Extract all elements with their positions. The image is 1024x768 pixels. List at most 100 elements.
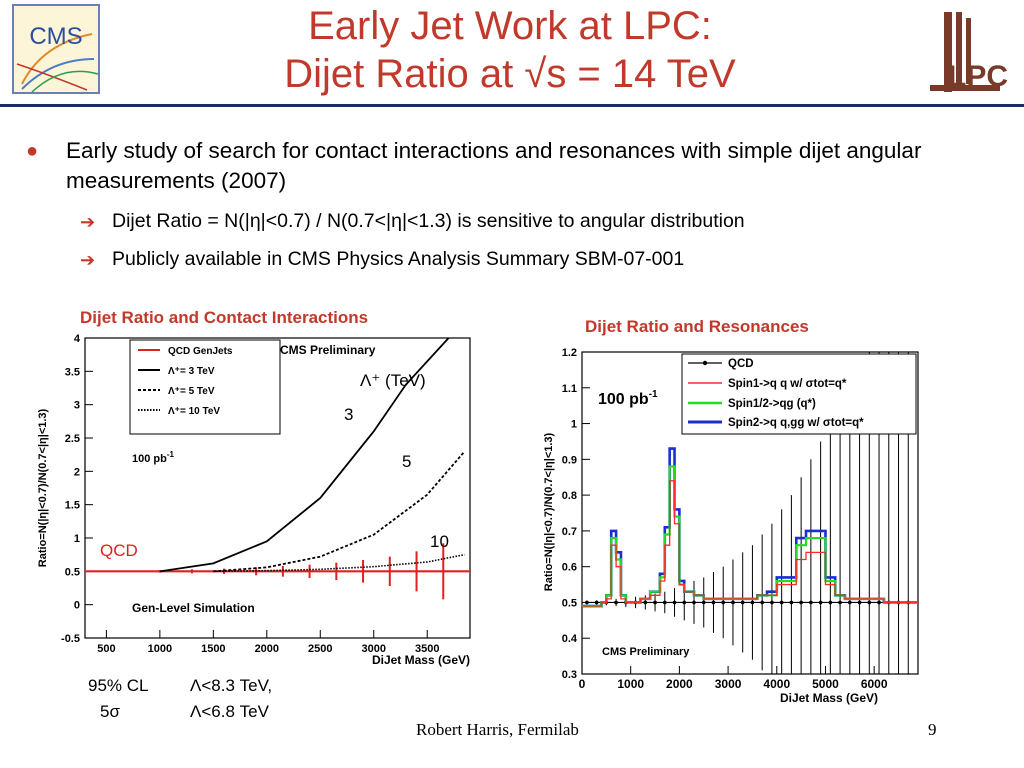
qcd-point-right [653, 600, 657, 605]
qcd-point-right [828, 600, 833, 605]
legend-label-spin12: Spin1/2->qg (q*) [728, 398, 816, 410]
lambda-label: Λ⁺ (TeV) [360, 371, 426, 390]
qcd-point-right [760, 600, 764, 605]
spin1-histogram [582, 480, 918, 607]
qcd-point-right [614, 600, 618, 605]
gen-level-label: Gen-Level Simulation [132, 601, 255, 615]
right-y-tick-label: 0.9 [562, 454, 577, 466]
right-x-tick-label: 0 [579, 677, 586, 691]
arrow-bullet-icon: ➔ [80, 250, 96, 270]
right-y-axis-label: Ratio=N(|η|<0.7)/N(0.7<|η|<1.3) [543, 432, 555, 591]
right-x-tick-label: 4000 [763, 677, 790, 691]
qcd-point-right [585, 600, 589, 605]
qcd-point-right [672, 600, 677, 605]
qcd-point-right [711, 600, 716, 605]
legend-label-5tev: Λ⁺= 5 TeV [168, 386, 215, 397]
lpc-logo: LPC [930, 12, 1008, 93]
legend-label-qcd: QCD GenJets [168, 346, 233, 357]
left-y-tick-label: 2.5 [65, 433, 80, 445]
qcd-point-right [682, 600, 687, 605]
lambda-3tev-curve [159, 337, 450, 573]
right-x-tick-label: 2000 [666, 677, 693, 691]
left-x-tick-label: 2000 [255, 643, 279, 655]
right-y-tick-label: 0.5 [562, 597, 577, 609]
right-y-tick-label: 0.8 [562, 490, 577, 502]
legend-label-qcd-right: QCD [728, 358, 754, 370]
right-y-tick-label: 1.1 [562, 383, 577, 395]
qcd-point-right [750, 600, 755, 605]
left-chart: 500 1000 1500 2000 2500 3000 3500 -0.5 0 0.5 1 1.5 2… [37, 333, 471, 667]
slide-title-line1: Early Jet Work at LPC: [308, 4, 712, 48]
left-y-tick-label: 1 [74, 533, 80, 545]
left-y-tick-label: 2 [74, 466, 80, 478]
left-x-tick-label: 2500 [308, 643, 332, 655]
legend-label-10tev: Λ⁺= 10 TeV [168, 406, 220, 417]
right-x-tick-label: 5000 [812, 677, 839, 691]
qcd-point-right [799, 600, 803, 605]
right-y-tick-label: 1 [571, 419, 577, 431]
left-y-tick-label: 4 [74, 333, 81, 345]
right-lumi-label: 100 pb-1 [598, 389, 658, 408]
left-chart-title: Dijet Ratio and Contact Interactions [80, 308, 369, 327]
arrow-bullet-icon: ➔ [80, 212, 96, 232]
qcd-point-right [740, 600, 745, 605]
curve-label-10: 10 [430, 532, 449, 551]
left-y-tick-label: 1.5 [65, 500, 80, 512]
left-x-tick-label: 500 [97, 643, 115, 655]
qcd-point-right [789, 600, 794, 605]
sub-bullet-2: Publicly available in CMS Physics Analys… [112, 248, 685, 270]
left-y-tick-label: 0 [74, 600, 80, 612]
slide-title-line2: Dijet Ratio at √s = 14 TeV [284, 52, 736, 96]
left-legend-box [129, 339, 281, 435]
legend-label-3tev: Λ⁺= 3 TeV [168, 366, 215, 377]
left-x-tick-label: 3500 [415, 643, 439, 655]
left-y-tick-label: -0.5 [61, 633, 80, 645]
left-y-axis-label: Ratio=N(|η|<0.7)/N(0.7<|η|<1.3) [37, 408, 49, 567]
qcd-point-right [721, 600, 726, 605]
qcd-point-right [594, 600, 599, 605]
right-x-tick-label: 3000 [715, 677, 742, 691]
title-divider [0, 104, 1024, 107]
qcd-point-right [662, 600, 667, 605]
cl-line1-value: Λ<8.3 TeV, [190, 676, 273, 695]
left-x-tick-label: 1000 [148, 643, 172, 655]
left-preliminary-label: CMS Preliminary [280, 343, 376, 357]
right-x-tick-label: 1000 [617, 677, 644, 691]
right-y-tick-label: 0.4 [562, 633, 578, 645]
bullet-dot-icon: ● [26, 140, 39, 162]
cl-line2-value: Λ<6.8 TeV [190, 702, 269, 721]
legend-label-spin2: Spin2->q q,gg w/ σtot=q* [728, 417, 864, 429]
qcd-point-right [692, 600, 696, 605]
left-x-tick-label: 1500 [201, 643, 225, 655]
qcd-point-right [857, 600, 862, 605]
left-x-axis-label: DiJet Mass (GeV) [372, 653, 470, 667]
sub-bullet-1: Dijet Ratio = N(|η|<0.7) / N(0.7<|η|<1.3… [112, 210, 745, 232]
right-preliminary-label: CMS Preliminary [602, 646, 690, 658]
legend-marker-qcd-right [702, 360, 708, 366]
left-x-tick-label: 3000 [362, 643, 386, 655]
right-y-tick-label: 1.2 [562, 347, 577, 359]
lambda-5tev-curve [213, 450, 466, 573]
right-chart-title: Dijet Ratio and Resonances [585, 317, 809, 336]
right-y-tick-label: 0.7 [562, 526, 577, 538]
qcd-point-right [848, 600, 852, 605]
left-y-tick-label: 3.5 [65, 366, 80, 378]
cms-logo: CMS [12, 4, 100, 94]
left-y-tick-label: 3 [74, 400, 80, 412]
qcd-point-right [643, 600, 648, 605]
legend-label-spin1: Spin1->q q w/ σtot=q* [728, 378, 847, 390]
footer-author: Robert Harris, Fermilab [416, 720, 579, 739]
right-chart: 0 1000 2000 3000 4000 5000 6000 0.3 0.4 0.5 0.6 0.7… [543, 347, 919, 705]
qcd-point-right [770, 600, 774, 605]
curve-label-3: 3 [344, 405, 353, 424]
qcd-point-right [809, 600, 813, 605]
qcd-point-right [701, 600, 706, 605]
qcd-point-right [867, 600, 872, 605]
left-y-tick-label: 0.5 [65, 566, 80, 578]
left-lumi-label: 100 pb-1 [132, 450, 175, 465]
curve-label-5: 5 [402, 452, 411, 471]
qcd-point-right [838, 600, 842, 605]
qcd-point-right [818, 600, 823, 605]
qcd-label: QCD [100, 541, 138, 560]
cl-line2-label: 5σ [100, 702, 120, 721]
